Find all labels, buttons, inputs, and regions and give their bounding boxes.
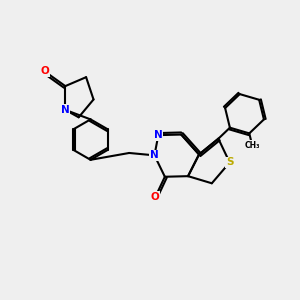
Text: S: S [226,158,233,167]
Text: N: N [154,130,163,140]
Text: O: O [40,66,49,76]
Text: O: O [151,192,160,202]
Text: N: N [61,105,70,115]
Text: N: N [150,150,159,160]
Text: CH₃: CH₃ [244,141,260,150]
